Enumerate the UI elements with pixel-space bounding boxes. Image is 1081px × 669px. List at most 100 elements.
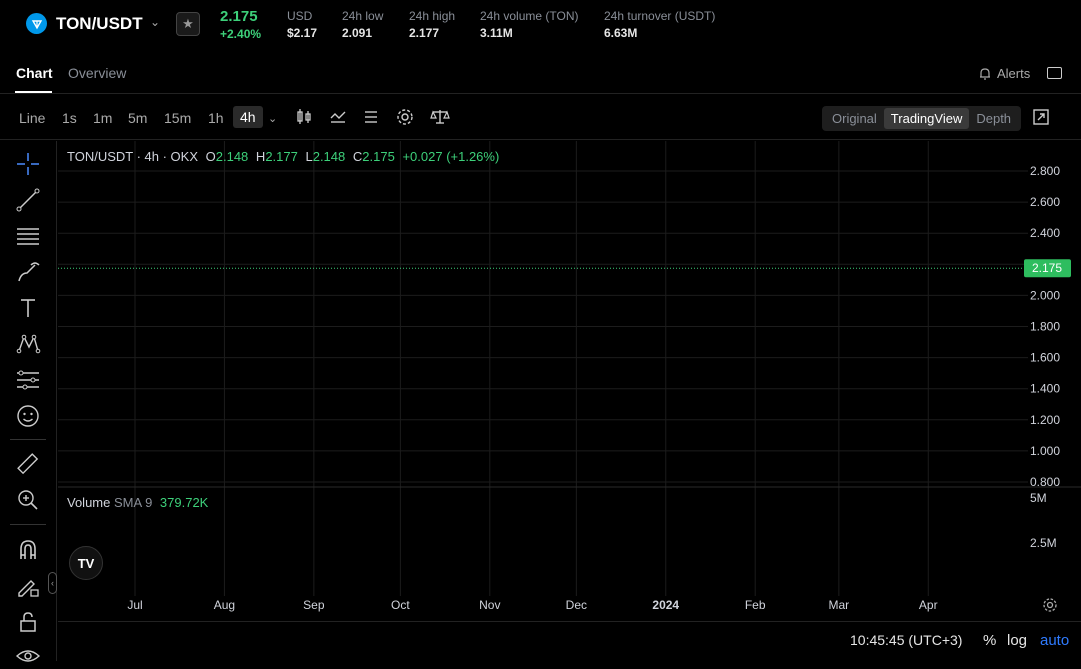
stat-24h-low: 24h low 2.091 bbox=[342, 9, 383, 40]
alerts-button[interactable]: Alerts bbox=[978, 66, 1030, 81]
x-axis-tick-label: Jul bbox=[127, 598, 142, 612]
crosshair-icon[interactable] bbox=[15, 151, 41, 177]
stat-label: 24h low bbox=[342, 9, 384, 23]
x-axis-tick-label: Feb bbox=[745, 598, 766, 612]
y-axis-tick-label: 0.800 bbox=[1030, 475, 1060, 489]
volume-legend: Volume SMA 9 379.72K bbox=[67, 495, 208, 510]
y-axis-tick-label: 2.800 bbox=[1030, 164, 1060, 178]
indicators-icon[interactable] bbox=[328, 107, 348, 127]
timeframe-4h[interactable]: 4h bbox=[233, 106, 263, 128]
chart-tabs: Chart Overview Alerts bbox=[0, 54, 1081, 94]
toolbar-divider bbox=[10, 439, 46, 440]
timeframe-1h[interactable]: 1h bbox=[208, 110, 224, 126]
price-chart[interactable]: 2.8002.6002.4002.2002.0001.8001.6001.400… bbox=[58, 141, 1081, 631]
magnet-icon[interactable] bbox=[15, 537, 41, 563]
y-axis-tick-label: 2.400 bbox=[1030, 226, 1060, 240]
lock-icon[interactable] bbox=[15, 609, 41, 635]
drawing-lock-pencil-icon[interactable] bbox=[15, 573, 41, 599]
log-scale-toggle[interactable]: log bbox=[1007, 632, 1028, 649]
tab-chart[interactable]: Chart bbox=[16, 65, 53, 81]
x-axis-tick-label: Mar bbox=[829, 598, 850, 612]
toolbar-divider bbox=[10, 524, 46, 525]
legend-change: +0.027 (+1.26%) bbox=[402, 149, 500, 164]
volume-sma-label: SMA 9 bbox=[114, 495, 153, 510]
y-axis-tick-label: 1.800 bbox=[1030, 320, 1060, 334]
stat-label: 24h high bbox=[409, 9, 456, 23]
price-change: +2.40% bbox=[220, 27, 262, 41]
timeframe-15m[interactable]: 15m bbox=[164, 110, 192, 126]
y-axis-tick-label: 2.000 bbox=[1030, 288, 1060, 302]
pair-name[interactable]: TON/USDT bbox=[56, 14, 143, 33]
layout-list-icon[interactable] bbox=[362, 107, 382, 127]
timeframe-line[interactable]: Line bbox=[19, 110, 46, 126]
emoji-icon[interactable] bbox=[15, 403, 41, 429]
x-axis-tick-label: Oct bbox=[391, 598, 410, 612]
ruler-icon[interactable] bbox=[15, 451, 41, 477]
favorite-star-button[interactable]: ★ bbox=[176, 12, 200, 36]
last-price-label-bg bbox=[1024, 259, 1071, 278]
volume-axis-tick-label: 2.5M bbox=[1030, 536, 1057, 550]
y-axis-tick-label: 2.600 bbox=[1030, 195, 1060, 209]
clock: 10:45:45 (UTC+3) bbox=[850, 632, 963, 648]
volume-label: Volume bbox=[67, 495, 111, 510]
brush-icon[interactable] bbox=[15, 259, 41, 285]
volume-sma-value: 379.72K bbox=[159, 495, 209, 510]
fullscreen-window-icon[interactable] bbox=[1047, 67, 1062, 79]
text-tool-icon[interactable] bbox=[15, 295, 41, 321]
trend-line-icon[interactable] bbox=[15, 187, 41, 213]
compare-scale-icon[interactable] bbox=[430, 107, 450, 127]
timeframe-5m[interactable]: 5m bbox=[128, 110, 148, 126]
settings-gear-icon[interactable] bbox=[395, 107, 415, 127]
chevron-down-icon[interactable]: ⌄ bbox=[150, 15, 161, 29]
legend-open: 2.148 bbox=[215, 149, 249, 164]
expand-icon[interactable] bbox=[1031, 107, 1051, 127]
stat-24h-volume: 24h volume (TON) 3.11M bbox=[480, 9, 578, 40]
view-original[interactable]: Original bbox=[832, 111, 877, 126]
stat-value: 3.11M bbox=[480, 26, 513, 40]
stat-24h-high: 24h high 2.177 bbox=[409, 9, 455, 40]
tab-overview[interactable]: Overview bbox=[68, 65, 127, 81]
pattern-tool-icon[interactable] bbox=[15, 331, 41, 357]
tradingview-logo-icon[interactable]: TV bbox=[69, 546, 103, 580]
active-tab-indicator bbox=[15, 91, 52, 93]
legend-c-label: C bbox=[352, 149, 363, 164]
timeframe-1s[interactable]: 1s bbox=[62, 110, 77, 126]
y-axis-tick-label: 1.000 bbox=[1030, 444, 1060, 458]
x-axis-tick-label: Nov bbox=[479, 598, 500, 612]
last-price-label: 2.175 bbox=[1032, 261, 1062, 275]
view-tradingview[interactable]: TradingView bbox=[883, 108, 970, 129]
stat-usd: USD $2.17 bbox=[287, 9, 317, 40]
auto-scale-toggle[interactable]: auto bbox=[1040, 632, 1070, 649]
chart-settings-gear-icon[interactable] bbox=[1042, 597, 1058, 613]
stat-24h-turnover: 24h turnover (USDT) 6.63M bbox=[604, 9, 715, 40]
ton-logo-icon bbox=[26, 13, 47, 34]
x-axis-tick-label: Dec bbox=[566, 598, 587, 612]
y-axis-tick-label: 1.600 bbox=[1030, 351, 1060, 365]
y-axis-tick-label: 1.200 bbox=[1030, 413, 1060, 427]
stat-label: USD bbox=[287, 9, 313, 23]
legend-symbol: TON/USDT · 4h · OKX bbox=[67, 149, 198, 164]
last-price: 2.175 bbox=[220, 8, 258, 25]
y-axis-tick-label: 1.400 bbox=[1030, 382, 1060, 396]
top-bar: TON/USDT ⌄ ★ 2.175 +2.40% USD $2.17 24h l… bbox=[0, 0, 1081, 50]
percent-scale-toggle[interactable]: % bbox=[983, 632, 997, 649]
fib-retracement-icon[interactable] bbox=[15, 223, 41, 249]
legend-h-label: H bbox=[255, 149, 266, 164]
alerts-label: Alerts bbox=[997, 66, 1031, 81]
stat-label: 24h turnover (USDT) bbox=[604, 9, 716, 23]
prediction-tool-icon[interactable] bbox=[15, 367, 41, 393]
zoom-in-icon[interactable] bbox=[15, 487, 41, 513]
timeframe-1m[interactable]: 1m bbox=[93, 110, 113, 126]
x-axis-tick-label: Apr bbox=[919, 598, 938, 612]
view-depth[interactable]: Depth bbox=[976, 111, 1012, 126]
x-axis-tick-label: Aug bbox=[214, 598, 235, 612]
candle-type-icon[interactable] bbox=[294, 107, 314, 127]
timeframe-chevron-down-icon[interactable]: ⌄ bbox=[268, 113, 278, 125]
eye-icon[interactable] bbox=[15, 643, 41, 669]
chart-area[interactable]: 2.8002.6002.4002.2002.0001.8001.6001.400… bbox=[58, 141, 1081, 631]
x-axis-tick-label: Sep bbox=[303, 598, 325, 612]
scroll-left-icon[interactable]: ‹ bbox=[48, 572, 57, 594]
drawing-toolbar bbox=[0, 141, 57, 662]
bell-icon bbox=[980, 67, 990, 80]
stat-value: 2.091 bbox=[342, 26, 373, 40]
